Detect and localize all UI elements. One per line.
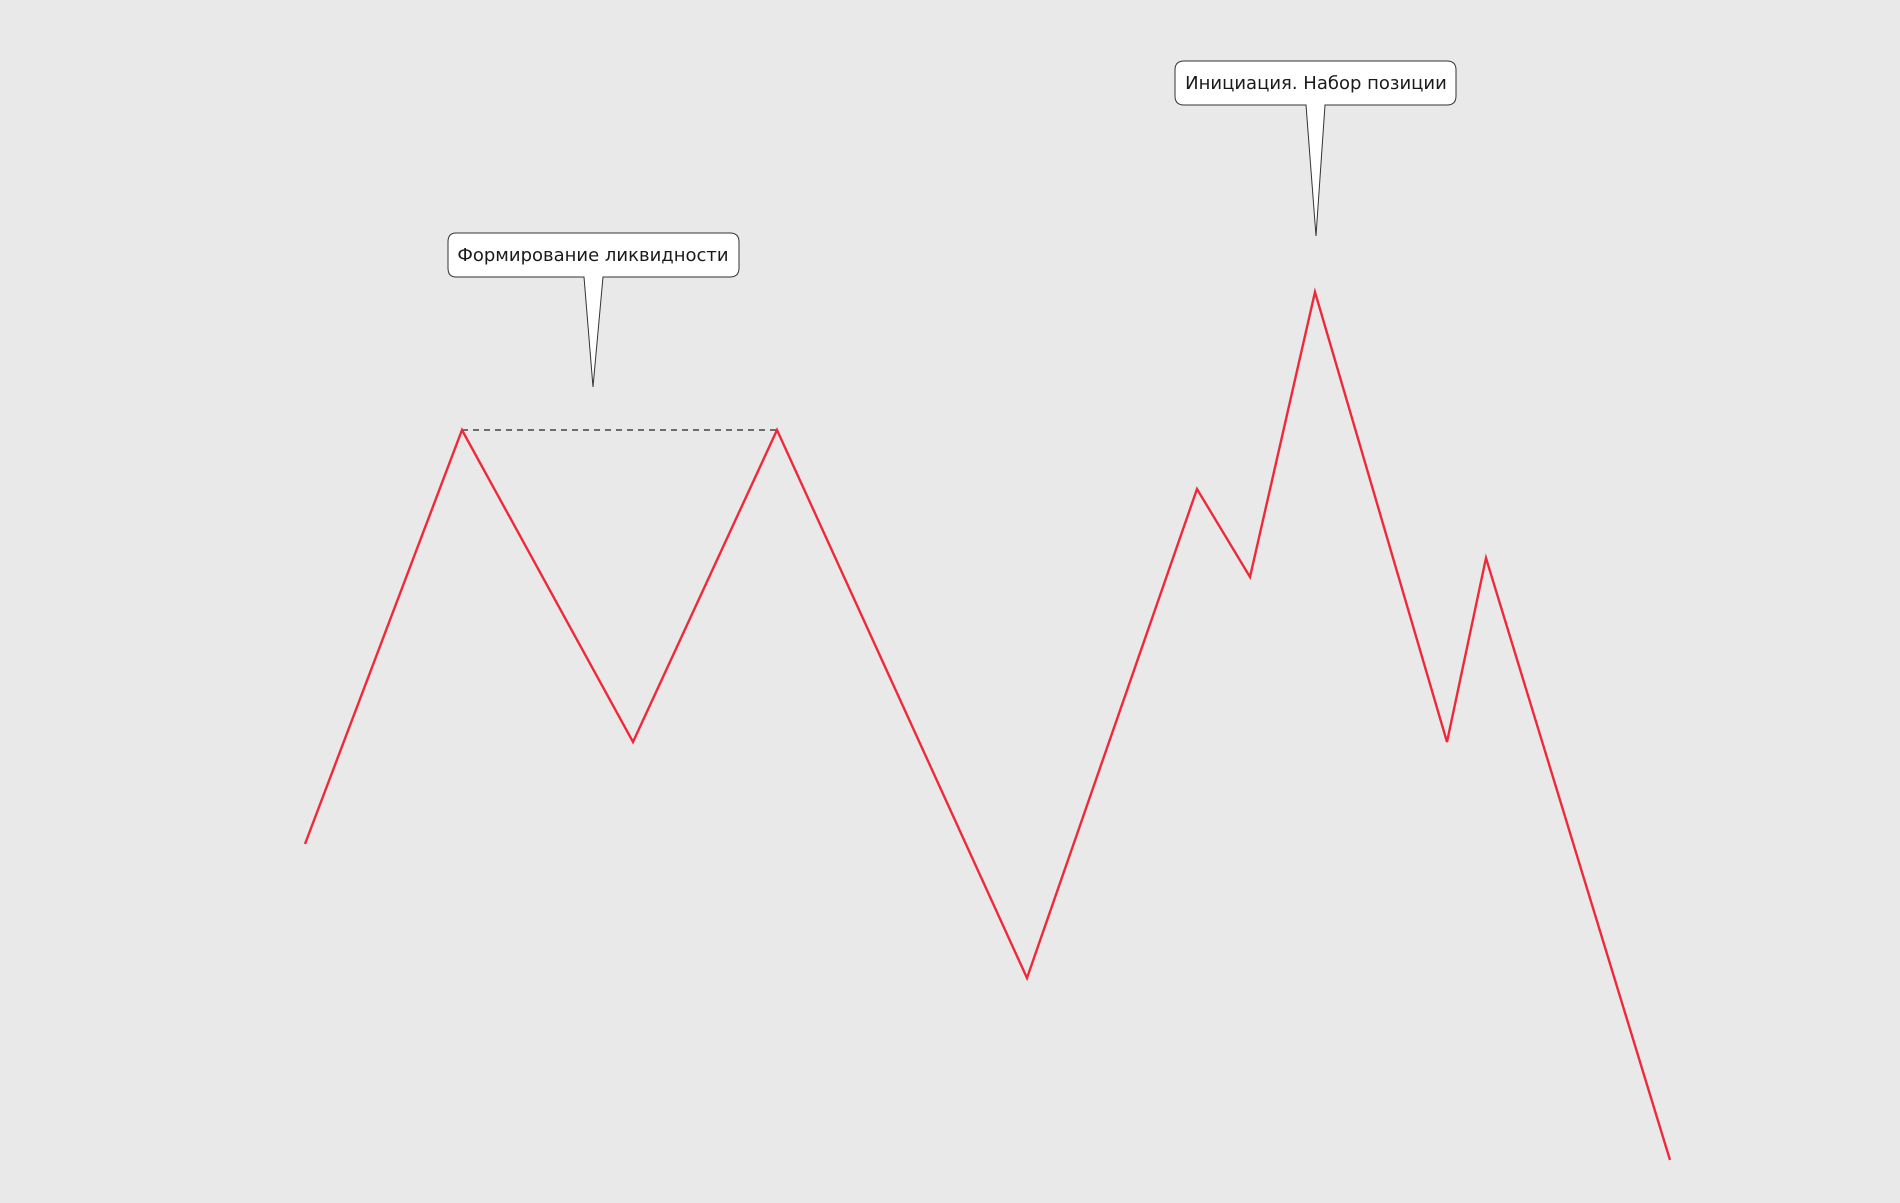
price-path-line (303, 287, 1672, 1161)
callout-liquidity: Формирование ликвидности (447, 232, 740, 388)
callout-initiation-text: Инициация. Набор позиции (1185, 73, 1447, 94)
callout-liquidity-bubble (447, 232, 740, 388)
callout-liquidity-text: Формирование ликвидности (457, 245, 728, 266)
callout-initiation-bubble (1174, 60, 1457, 237)
callout-initiation: Инициация. Набор позиции (1174, 60, 1457, 237)
